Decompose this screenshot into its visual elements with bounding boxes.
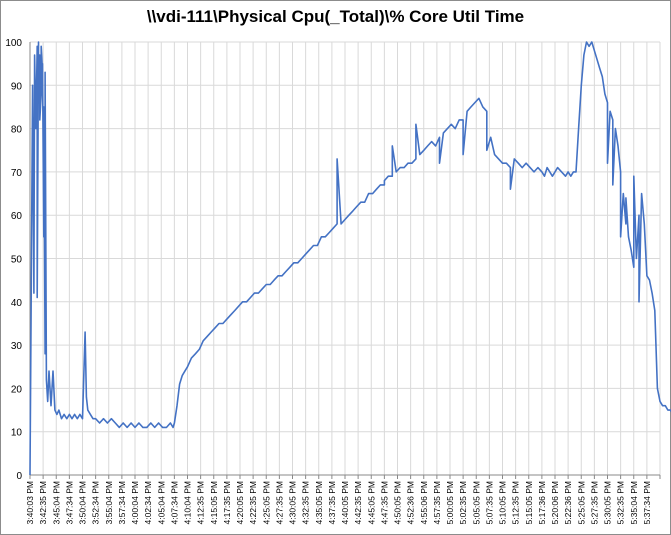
x-tick-label: 4:30:05 PM (288, 481, 298, 524)
y-tick-label: 70 (11, 168, 23, 179)
x-tick-label: 4:15:05 PM (209, 481, 219, 524)
x-tick-label: 4:27:35 PM (274, 481, 284, 524)
y-tick-label: 10 (11, 428, 23, 439)
y-tick-label: 100 (5, 38, 22, 49)
x-tick-label: 4:55:06 PM (419, 481, 429, 524)
x-tick-label: 4:42:35 PM (353, 481, 363, 524)
x-tick-label: 5:27:35 PM (589, 481, 599, 524)
series-line (29, 41, 671, 476)
y-tick-label: 40 (11, 298, 23, 309)
x-tick-label: 4:10:04 PM (183, 481, 193, 524)
y-tick-label: 60 (11, 211, 23, 222)
y-tick-labels: 0 10 20 30 40 50 60 70 80 90 100 (5, 38, 22, 482)
y-tick-label: 30 (11, 341, 23, 352)
y-tick-label: 20 (11, 384, 23, 395)
x-tick-label: 4:40:05 PM (340, 481, 350, 524)
y-tick-label: 50 (11, 255, 23, 266)
x-tick-label: 4:22:35 PM (248, 481, 258, 524)
x-tick-label: 3:57:34 PM (117, 481, 127, 524)
x-tick-label: 3:40:03 PM (25, 481, 35, 524)
x-tick-label: 4:20:05 PM (235, 481, 245, 524)
x-tick-label: 4:05:04 PM (156, 481, 166, 524)
x-tick-label: 4:57:35 PM (432, 481, 442, 524)
x-tick-label: 5:32:35 PM (616, 481, 626, 524)
x-tick-label: 4:12:35 PM (196, 481, 206, 524)
x-tick-label: 4:52:36 PM (406, 481, 416, 524)
x-tick-label: 5:15:05 PM (524, 481, 534, 524)
x-tick-label: 4:17:35 PM (222, 481, 232, 524)
x-tick-label: 5:30:05 PM (603, 481, 613, 524)
x-tick-label: 3:50:04 PM (78, 481, 88, 524)
x-tick-label: 5:20:06 PM (550, 481, 560, 524)
x-tick-label: 3:47:34 PM (64, 481, 74, 524)
x-tick-label: 5:05:05 PM (471, 481, 481, 524)
x-tick-label: 4:32:35 PM (301, 481, 311, 524)
x-tick-label: 5:12:35 PM (511, 481, 521, 524)
x-tick-label: 4:45:05 PM (366, 481, 376, 524)
x-tick-label: 5:22:36 PM (563, 481, 573, 524)
x-tick-label: 4:37:35 PM (327, 481, 337, 524)
x-tick-label: 5:10:05 PM (498, 481, 508, 524)
x-tick-label: 4:50:05 PM (393, 481, 403, 524)
x-tick-labels: 3:40:03 PM 3:42:35 PM 3:45:04 PM 3:47:34 PM… (25, 481, 652, 524)
series-layer (29, 41, 671, 476)
x-tick-label: 5:25:05 PM (576, 481, 586, 524)
x-tick-label: 4:07:34 PM (169, 481, 179, 524)
x-tick-label: 5:17:36 PM (537, 481, 547, 524)
x-tick-label: 3:45:04 PM (51, 481, 61, 524)
x-tick-label: 3:52:34 PM (91, 481, 101, 524)
y-tick-label: 0 (16, 471, 22, 482)
x-tick-label: 4:25:05 PM (261, 481, 271, 524)
x-tick-label: 3:42:35 PM (38, 481, 48, 524)
y-tick-label: 80 (11, 125, 23, 136)
x-tick-label: 5:35:04 PM (629, 481, 639, 524)
x-tick-label: 5:00:05 PM (445, 481, 455, 524)
y-tick-label: 90 (11, 81, 23, 92)
x-tick-label: 3:55:04 PM (104, 481, 114, 524)
x-tick-label: 4:35:05 PM (314, 481, 324, 524)
x-tick-label: 5:02:35 PM (458, 481, 468, 524)
x-tick-label: 4:02:34 PM (143, 481, 153, 524)
x-tick-label: 5:07:35 PM (484, 481, 494, 524)
gridlines (29, 41, 661, 476)
x-tick-label: 4:00:04 PM (130, 481, 140, 524)
x-tick-label: 5:37:34 PM (642, 481, 652, 524)
chart-title: \\vdi-111\Physical Cpu(_Total)\% Core Ut… (146, 7, 525, 26)
x-tick-label: 4:47:35 PM (379, 481, 389, 524)
